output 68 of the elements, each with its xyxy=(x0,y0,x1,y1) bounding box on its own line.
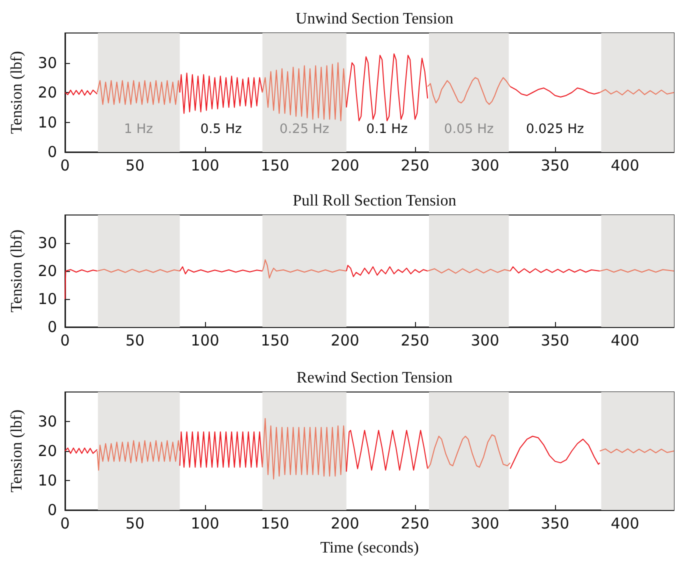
y-tick-label: 0 xyxy=(47,143,57,161)
y-tick-label: 0 xyxy=(47,318,57,336)
x-tick-label: 400 xyxy=(610,156,640,174)
line-series xyxy=(179,266,263,274)
y-tick-label: 0 xyxy=(47,501,57,519)
line-series xyxy=(346,264,428,278)
x-tick-label: 300 xyxy=(470,332,500,350)
x-tick-label: 300 xyxy=(470,156,500,174)
x-tick-label: 150 xyxy=(260,332,290,350)
x-tick-label: 200 xyxy=(330,332,360,350)
x-tick-label: 250 xyxy=(400,156,430,174)
y-axis-title: Tension (lbf) xyxy=(8,410,26,492)
line-series xyxy=(510,86,600,98)
x-tick-label: 50 xyxy=(125,156,145,174)
x-tick-label: 0 xyxy=(60,156,70,174)
x-tick-label: 0 xyxy=(60,332,70,350)
line-series xyxy=(427,77,511,105)
y-tick-label: 20 xyxy=(38,84,57,102)
annotation: 0.25 Hz xyxy=(280,122,330,137)
x-tick-label: 400 xyxy=(610,514,640,532)
y-tick-label: 10 xyxy=(38,113,57,132)
x-tick-label: 350 xyxy=(540,332,570,350)
x-tick-label: 300 xyxy=(470,514,500,532)
x-tick-label: 150 xyxy=(260,514,290,532)
x-tick-label: 400 xyxy=(610,332,640,350)
y-axis-title: Tension (lbf) xyxy=(8,51,26,134)
line-series xyxy=(262,259,347,278)
x-tick-label: 250 xyxy=(400,514,430,532)
x-tick-label: 150 xyxy=(260,156,290,174)
x-axis-title: Time (seconds) xyxy=(320,540,419,556)
line-series xyxy=(510,266,600,274)
line-series xyxy=(346,53,428,122)
line-series xyxy=(262,418,347,480)
annotation: 1 Hz xyxy=(124,122,154,137)
annotation: 0.5 Hz xyxy=(200,122,242,137)
x-tick-label: 250 xyxy=(400,332,430,350)
chart-title: Unwind Section Tension xyxy=(296,10,454,28)
x-tick-label: 100 xyxy=(190,514,220,532)
line-series xyxy=(64,269,98,300)
x-tick-label: 0 xyxy=(60,514,70,532)
y-tick-label: 20 xyxy=(38,262,57,280)
y-tick-label: 10 xyxy=(38,290,57,308)
x-tick-label: 100 xyxy=(190,156,220,174)
y-tick-label: 10 xyxy=(38,472,57,490)
line-series xyxy=(346,430,428,472)
y-tick-label: 30 xyxy=(38,412,57,430)
x-tick-label: 50 xyxy=(125,332,145,350)
x-tick-label: 350 xyxy=(540,514,570,532)
line-series xyxy=(510,436,600,470)
line-series xyxy=(262,62,347,122)
chart-title: Pull Roll Section Tension xyxy=(292,192,456,210)
x-tick-label: 200 xyxy=(330,156,360,174)
annotation: 0.025 Hz xyxy=(526,122,584,137)
annotation: 0.1 Hz xyxy=(366,122,408,137)
x-tick-label: 200 xyxy=(330,514,360,532)
y-tick-label: 20 xyxy=(38,442,57,460)
annotation: 0.05 Hz xyxy=(444,122,494,137)
x-tick-label: 50 xyxy=(125,514,145,532)
line-series xyxy=(96,440,180,471)
y-tick-label: 30 xyxy=(38,54,57,72)
line-series xyxy=(427,434,511,470)
chart-title: Rewind Section Tension xyxy=(296,370,452,386)
y-axis-title: Tension (lbf) xyxy=(8,230,26,312)
line-series xyxy=(179,72,263,114)
y-tick-label: 30 xyxy=(38,234,57,252)
x-tick-label: 350 xyxy=(540,156,570,174)
x-tick-label: 100 xyxy=(190,332,220,350)
line-series xyxy=(96,80,180,105)
